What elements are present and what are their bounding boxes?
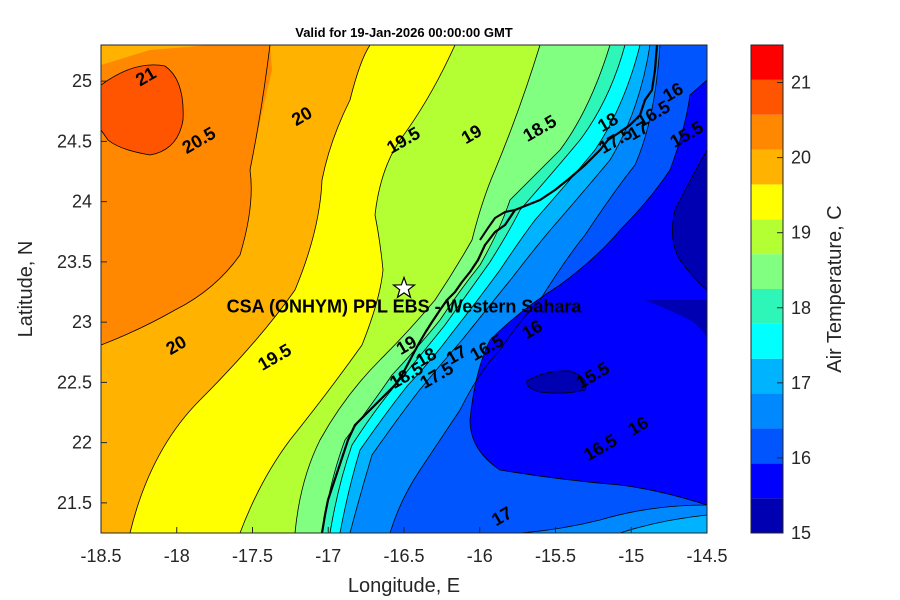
y-tick-label: 21.5: [57, 493, 92, 513]
band-15-15.5-south: [526, 370, 586, 394]
colorbar-swatch: [751, 219, 783, 255]
x-tick-label: -18.5: [80, 546, 121, 566]
y-tick-label: 25: [72, 71, 92, 91]
x-tick-label: -16.5: [383, 546, 424, 566]
y-tick-label: 22: [72, 433, 92, 453]
colorbar-tick-label: 17: [791, 373, 811, 393]
band-16.5-17-south: [620, 515, 707, 533]
colorbar-swatch: [751, 149, 783, 185]
colorbar: [751, 45, 783, 533]
x-tick-label: -17.5: [232, 546, 273, 566]
x-tick-label: -15.5: [535, 546, 576, 566]
colorbar-ticks: 15 16 17 18 19 20 21: [777, 73, 811, 543]
colorbar-swatch: [751, 45, 783, 80]
colorbar-swatch: [751, 114, 783, 150]
colorbar-swatch: [751, 289, 783, 324]
station-label: CSA (ONHYM) PPL EBS - Western Sahara: [227, 296, 583, 316]
y-tick-label: 24: [72, 192, 92, 212]
y-tick-label: 24.5: [57, 131, 92, 151]
colorbar-tick-label: 15: [791, 523, 811, 543]
x-tick-label: -15: [618, 546, 644, 566]
station[interactable]: [391, 275, 417, 299]
colorbar-swatch: [751, 463, 783, 499]
x-tick-label: -18: [164, 546, 190, 566]
colorbar-tick-label: 18: [791, 298, 811, 318]
contour-lines: [101, 45, 707, 533]
y-tick-label: 22.5: [57, 372, 92, 392]
x-tick-label: -16: [467, 546, 493, 566]
colorbar-swatch: [751, 254, 783, 289]
colorbar-swatch: [751, 323, 783, 359]
band-15.5-inner: [479, 170, 707, 505]
map-title: Valid for 19-Jan-2026 00:00:00 GMT: [295, 25, 513, 40]
colorbar-tick-label: 21: [791, 73, 811, 93]
colorbar-tick-label: 20: [791, 148, 811, 168]
station-star-icon[interactable]: [391, 275, 417, 299]
peninsula-coast: [479, 209, 516, 241]
colorbar-swatch: [751, 358, 783, 394]
x-tick-label: -14.5: [686, 546, 727, 566]
colorbar-frame: [750, 44, 784, 534]
colorbar-tick-label: 19: [791, 223, 811, 243]
x-tick-label: -17: [315, 546, 341, 566]
y-axis-label: Latitude, N: [15, 241, 37, 338]
colorbar-swatch: [751, 393, 783, 429]
colorbar-tick-label: 16: [791, 448, 811, 468]
y-tick-label: 23.5: [57, 252, 92, 272]
colorbar-swatch: [751, 184, 783, 220]
y-axis-ticks: 25 24.5 24 23.5 23 22.5 22 21.5: [57, 71, 107, 513]
band-20-nw: [101, 45, 210, 65]
x-axis-ticks: -18.5 -18 -17.5 -17 -16.5 -16 -15.5 -15 -14.5: [80, 527, 728, 566]
band-15-15.5-east2: [645, 300, 707, 340]
band-15-15.5-east: [672, 150, 707, 290]
colorbar-label: Air Temperature, C: [824, 205, 846, 372]
colorbar-swatch: [751, 79, 783, 115]
colorbar-swatch: [751, 498, 783, 533]
x-axis-label: Longitude, E: [348, 575, 460, 597]
band-20.5-21: [101, 64, 184, 155]
y-tick-label: 23: [72, 312, 92, 332]
coastline: [320, 45, 659, 533]
